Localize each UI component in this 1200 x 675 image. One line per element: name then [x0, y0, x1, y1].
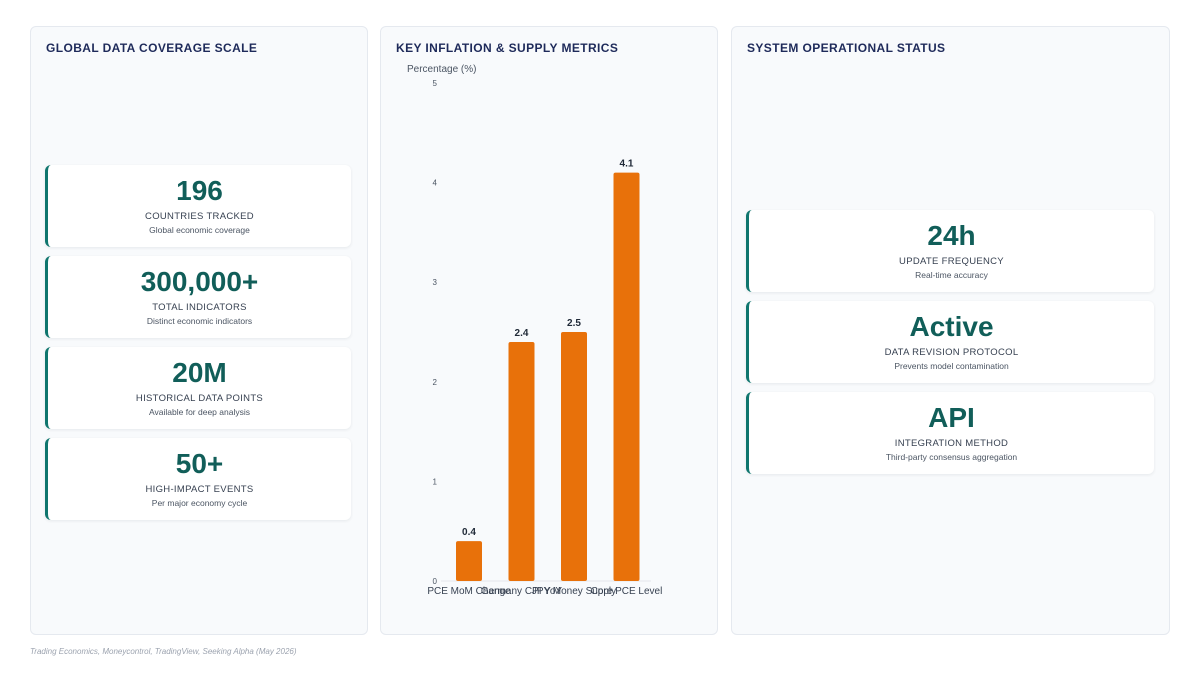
y-tick-label: 1: [433, 477, 438, 486]
chart-title: KEY INFLATION & SUPPLY METRICS: [396, 41, 619, 55]
metric-card-indicators: 300,000+ TOTAL INDICATORS Distinct econo…: [45, 256, 351, 338]
status-label: DATA REVISION PROTOCOL: [884, 347, 1019, 358]
metric-card-data-points: 20M HISTORICAL DATA POINTS Available for…: [45, 347, 351, 429]
bar: [456, 541, 482, 581]
metric-value: 300,000+: [140, 266, 259, 297]
panel-title: GLOBAL DATA COVERAGE SCALE: [46, 41, 258, 55]
status-subtext: Third-party consensus aggregation: [885, 452, 1018, 462]
y-tick-label: 3: [433, 278, 438, 287]
y-tick-label: 0: [433, 577, 438, 586]
bar-value-label: 4.1: [620, 159, 634, 170]
bar-value-label: 2.4: [515, 328, 529, 339]
status-label: UPDATE FREQUENCY: [899, 256, 1004, 267]
coverage-panel: GLOBAL DATA COVERAGE SCALE 196 COUNTRIES…: [30, 26, 368, 635]
status-value: API: [928, 402, 975, 433]
metric-subtext: Distinct economic indicators: [146, 316, 253, 326]
status-label: INTEGRATION METHOD: [894, 438, 1009, 449]
status-panel: SYSTEM OPERATIONAL STATUS 24h UPDATE FRE…: [731, 26, 1170, 635]
x-tick-label: JPY Money Supply: [532, 586, 616, 597]
status-value: Active: [909, 311, 994, 342]
metric-value: 196: [176, 175, 223, 206]
metric-card-countries: 196 COUNTRIES TRACKED Global economic co…: [45, 165, 351, 247]
metric-label: HISTORICAL DATA POINTS: [135, 393, 264, 404]
metric-label: HIGH-IMPACT EVENTS: [145, 484, 254, 495]
metric-value: 20M: [172, 357, 227, 388]
status-card-update-frequency: 24h UPDATE FREQUENCY Real-time accuracy: [746, 210, 1154, 292]
metric-label: COUNTRIES TRACKED: [145, 211, 254, 222]
bar: [613, 172, 640, 581]
metric-subtext: Available for deep analysis: [149, 407, 250, 417]
y-axis-label: Percentage (%): [407, 64, 476, 75]
bar-chart: Percentage (%) 0 1 2 3 4 5 0.4 PCE MoM Change 2.4…: [407, 64, 663, 597]
panel-title: SYSTEM OPERATIONAL STATUS: [747, 41, 946, 55]
metric-subtext: Per major economy cycle: [151, 498, 248, 508]
x-tick-label: Germany CPI YoY: [481, 586, 562, 597]
metric-subtext: Global economic coverage: [149, 225, 250, 235]
bar: [508, 341, 535, 581]
y-tick-label: 4: [433, 179, 438, 188]
status-card-integration-method: API INTEGRATION METHOD Third-party conse…: [746, 392, 1154, 474]
y-tick-label: 2: [433, 378, 438, 387]
metric-value: 50+: [175, 448, 224, 479]
status-subtext: Real-time accuracy: [915, 270, 988, 280]
source-note: Trading Economics, Moneycontrol, Trading…: [30, 647, 297, 656]
metric-label: TOTAL INDICATORS: [152, 302, 247, 313]
bar: [561, 332, 587, 581]
x-tick-label: Core PCE Level: [591, 586, 663, 597]
status-subtext: Prevents model contamination: [894, 361, 1009, 371]
inflation-chart-panel: KEY INFLATION & SUPPLY METRICS Percentag…: [380, 26, 718, 635]
metric-card-events: 50+ HIGH-IMPACT EVENTS Per major economy…: [45, 438, 351, 520]
status-card-revision-protocol: Active DATA REVISION PROTOCOL Prevents m…: [746, 301, 1154, 383]
y-tick-label: 5: [433, 79, 438, 88]
status-value: 24h: [927, 220, 976, 251]
bar-value-label: 0.4: [462, 527, 476, 538]
bar-value-label: 2.5: [567, 318, 581, 329]
x-tick-label: PCE MoM Change: [427, 586, 511, 597]
